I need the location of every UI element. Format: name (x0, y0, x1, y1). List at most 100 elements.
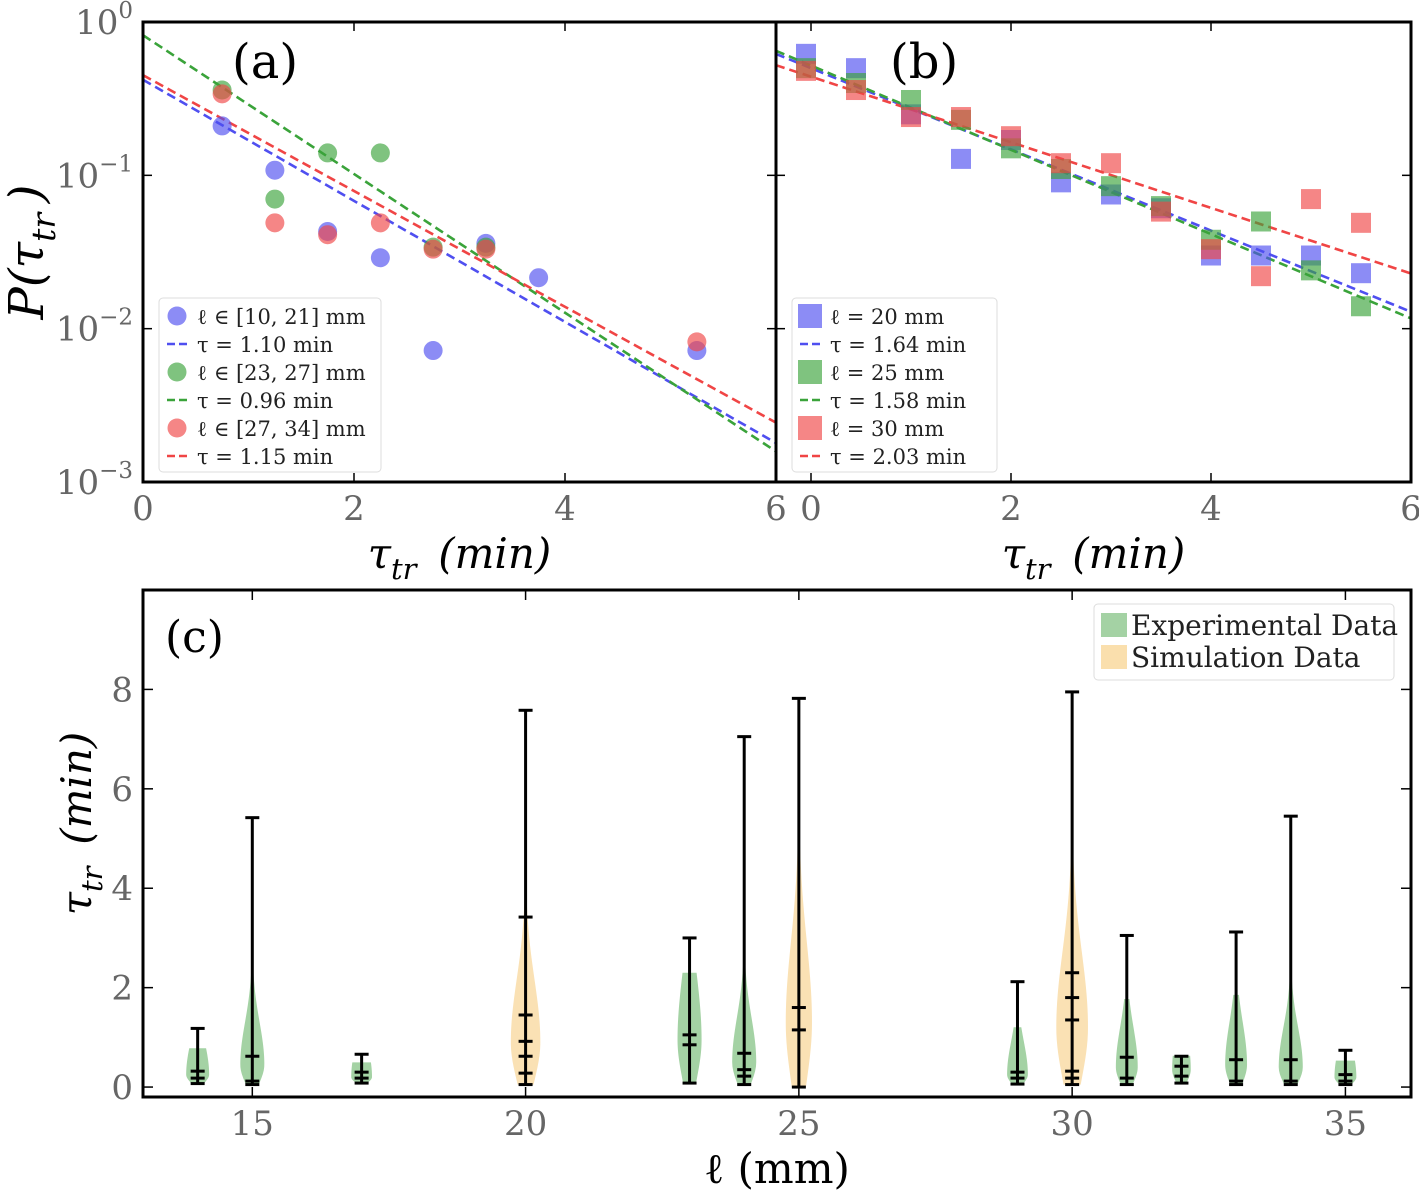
data-point-a-0-6 (529, 268, 549, 288)
legend-marker-b-1 (798, 360, 822, 384)
data-point-a-1-1 (265, 189, 285, 209)
fit-line-a-0 (143, 78, 776, 445)
x-tick-label-b-0: 0 (800, 489, 822, 529)
x-tick-label-c-4: 35 (1324, 1104, 1367, 1144)
plot-area-b (776, 43, 1411, 320)
data-point-a-2-2 (318, 225, 338, 245)
data-point-b-0-3 (951, 148, 971, 169)
y-axis-title-c: τtr (min) (52, 732, 109, 916)
data-point-b-2-7 (1151, 201, 1171, 222)
legend-marker-a-2 (167, 418, 187, 438)
y-tick-label-a-1: 10−2 (56, 305, 133, 350)
data-point-a-1-3 (370, 143, 390, 163)
legend-box-a (158, 297, 382, 473)
panel-label-c: (c) (165, 612, 224, 663)
legend-marker-a-1 (167, 362, 187, 382)
y-tick-label-c-4: 8 (111, 670, 133, 710)
y-tick-label-a-0: 10−3 (56, 458, 133, 503)
panel-c: 15 20 25 30 35 0 2 4 6 8 ℓ (mm) τtr (min) (c) Experim… (52, 588, 1413, 1193)
legend-label-c-1: Simulation Data (1131, 641, 1360, 674)
x-axis-title-b: τtr (min) (1002, 529, 1186, 586)
x-tick-label-c-3: 30 (1051, 1104, 1094, 1144)
y-axis-title-a: P(τtr ) (0, 185, 63, 321)
y-tick-label-c-3: 6 (111, 770, 133, 810)
data-point-a-0-1 (265, 160, 285, 180)
x-tick-label-b-1: 2 (1000, 489, 1022, 529)
legend-box-c (1093, 603, 1395, 681)
axes-frame-b (774, 20, 1413, 484)
legend-marker-b-0 (798, 304, 822, 328)
legend-label-a-1: ℓ ∈ [23, 27] mm (197, 361, 366, 385)
x-tick-label-a-2: 4 (554, 489, 576, 529)
data-point-b-2-5 (1051, 153, 1071, 174)
legend-fit-label-a-2: τ = 1.15 min (197, 445, 333, 469)
data-point-a-2-5 (476, 239, 496, 259)
axes-frame-c (141, 588, 1413, 1099)
legend-b: ℓ = 20 mm τ = 1.64 min ℓ = 25 mm τ = 1.58 m… (791, 297, 998, 473)
x-tick-label-c-0: 15 (231, 1104, 274, 1144)
x-axis-title-c: ℓ (mm) (704, 1144, 850, 1193)
legend-fit-label-a-1: τ = 0.96 min (197, 389, 333, 413)
plot-area-a (143, 34, 776, 453)
x-tick-label-b-2: 4 (1200, 489, 1222, 529)
data-point-b-2-0 (796, 60, 816, 81)
legend-label-b-0: ℓ = 20 mm (830, 305, 944, 329)
data-point-b-0-9 (1251, 245, 1271, 266)
data-point-b-1-2 (901, 89, 921, 110)
x-tick-label-c-1: 20 (504, 1104, 547, 1144)
data-point-b-2-8 (1201, 239, 1221, 260)
data-point-b-2-9 (1251, 266, 1271, 287)
data-point-b-2-1 (846, 80, 866, 101)
y-tick-label-a-2: 10−1 (56, 151, 133, 196)
x-tick-label-a-1: 2 (343, 489, 365, 529)
fit-line-a-1 (143, 34, 776, 453)
data-point-b-1-11 (1351, 296, 1371, 317)
panel-a: 0 2 4 6 10−3 10−2 10−1 100 τtr (min) P(τtr ) (a) ℓ … (0, 0, 787, 586)
y-tick-label-c-1: 2 (111, 969, 133, 1009)
y-tick-label-a-3: 100 (75, 0, 133, 43)
x-tick-label-b-3: 6 (1400, 489, 1419, 529)
data-point-a-2-1 (265, 213, 285, 233)
data-point-b-1-6 (1101, 176, 1121, 197)
data-point-a-0-0 (212, 116, 232, 136)
fit-line-b-1 (776, 49, 1411, 320)
fit-line-b-2 (776, 63, 1411, 275)
y-tick-label-c-2: 4 (111, 869, 133, 909)
x-tick-label-a-0: 0 (132, 489, 154, 529)
x-tick-label-c-2: 25 (777, 1104, 820, 1144)
legend-label-a-2: ℓ ∈ [27, 34] mm (197, 417, 366, 441)
legend-fit-label-b-2: τ = 2.03 min (830, 445, 966, 469)
data-point-b-1-10 (1301, 260, 1321, 281)
legend-label-b-1: ℓ = 25 mm (830, 361, 944, 385)
legend-label-a-0: ℓ ∈ [10, 21] mm (197, 305, 366, 329)
legend-label-c-0: Experimental Data (1131, 609, 1398, 642)
data-point-b-1-9 (1251, 211, 1271, 232)
legend-a: ℓ ∈ [10, 21] mm τ = 1.10 min ℓ ∈ [23, 27] … (158, 297, 382, 473)
legend-fit-label-b-1: τ = 1.58 min (830, 389, 966, 413)
data-point-b-2-3 (951, 107, 971, 128)
y-tick-label-c-0: 0 (111, 1068, 133, 1108)
data-point-b-2-10 (1301, 189, 1321, 210)
data-point-a-2-4 (423, 239, 443, 259)
fit-line-a-2 (143, 74, 776, 425)
legend-marker-b-2 (798, 416, 822, 440)
fit-line-b-0 (776, 52, 1411, 314)
legend-box-b (791, 297, 998, 473)
panel-label-b: (b) (890, 34, 958, 90)
data-point-b-2-6 (1101, 153, 1121, 174)
data-point-a-1-2 (318, 143, 338, 163)
data-point-b-2-11 (1351, 212, 1371, 233)
data-point-b-2-4 (1001, 126, 1021, 147)
x-tick-label-a-3: 6 (765, 489, 787, 529)
legend-swatch-c-1 (1101, 645, 1127, 669)
data-point-a-2-6 (687, 332, 707, 352)
legend-label-b-2: ℓ = 30 mm (830, 417, 944, 441)
data-point-b-2-2 (901, 107, 921, 128)
data-point-a-0-4 (423, 341, 443, 361)
data-point-a-0-3 (370, 248, 390, 268)
legend-marker-a-0 (167, 306, 187, 326)
legend-fit-label-b-0: τ = 1.64 min (830, 333, 966, 357)
